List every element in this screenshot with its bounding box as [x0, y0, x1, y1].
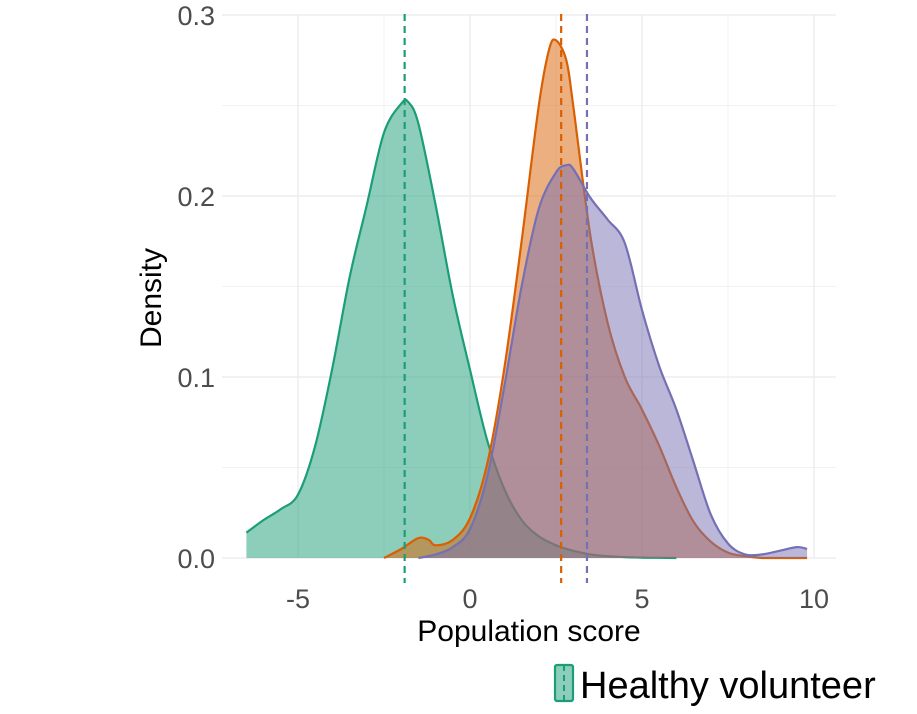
y-tick-label: 0.0 [177, 544, 215, 574]
y-tick-label: 0.3 [177, 1, 215, 31]
x-tick-label: -5 [286, 584, 310, 614]
x-tick-labels: -5 0 5 10 [286, 584, 829, 614]
y-axis-title: Density [135, 248, 168, 348]
y-tick-label: 0.2 [177, 182, 215, 212]
x-tick-label: 0 [462, 584, 477, 614]
mean-lines [403, 14, 589, 583]
x-axis-title: Population score [417, 615, 640, 648]
density-areas [245, 38, 808, 560]
density-area-series-3 [418, 164, 808, 558]
y-tick-label: 0.1 [177, 363, 215, 393]
y-tick-labels: 0.0 0.1 0.2 0.3 [177, 1, 215, 574]
x-tick-label: 5 [634, 584, 649, 614]
density-line-series-3 [418, 163, 808, 560]
legend-label-healthy-volunteer: Healthy volunteer [580, 665, 876, 707]
density-area-healthy-volunteer [246, 99, 677, 558]
legend: Healthy volunteer [553, 663, 876, 707]
x-tick-label: 10 [799, 584, 829, 614]
